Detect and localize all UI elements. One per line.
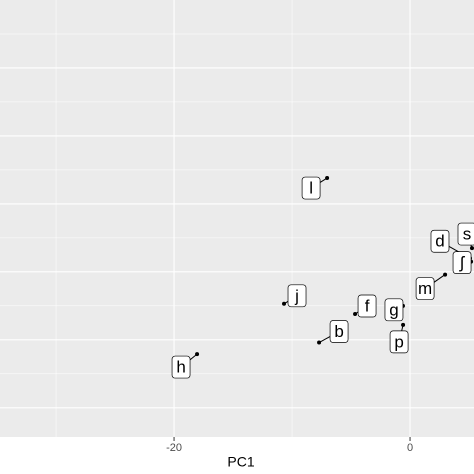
label-box bbox=[430, 229, 450, 253]
label-box bbox=[329, 320, 349, 343]
x-axis-label: PC1 bbox=[227, 454, 254, 470]
label-box bbox=[452, 251, 472, 275]
point bbox=[353, 311, 358, 316]
point-label: s bbox=[463, 225, 472, 244]
point-label: d bbox=[435, 232, 444, 251]
point-label: h bbox=[176, 358, 185, 377]
point bbox=[469, 246, 474, 251]
label-box bbox=[357, 294, 377, 318]
panel bbox=[0, 0, 474, 437]
label-box bbox=[457, 222, 474, 246]
label-box bbox=[287, 284, 307, 308]
label-box bbox=[301, 176, 321, 200]
point bbox=[443, 272, 448, 277]
point bbox=[401, 322, 406, 327]
point-label: m bbox=[418, 279, 432, 298]
point bbox=[195, 352, 200, 357]
point bbox=[317, 340, 322, 345]
label-box bbox=[415, 277, 435, 300]
point-label: b bbox=[334, 322, 343, 341]
point-label: p bbox=[394, 332, 403, 351]
point bbox=[325, 176, 330, 181]
x-tick-label: -20 bbox=[166, 442, 182, 454]
point-label: l bbox=[309, 179, 313, 198]
label-box bbox=[389, 330, 409, 354]
label-box bbox=[171, 355, 191, 379]
point-label: j bbox=[294, 286, 299, 305]
point-label: f bbox=[365, 296, 370, 315]
point-label: g bbox=[389, 300, 398, 319]
point bbox=[282, 301, 287, 306]
x-tick-label: 0 bbox=[407, 442, 413, 454]
label-box bbox=[384, 298, 404, 322]
point-label: ʃ bbox=[459, 253, 465, 272]
